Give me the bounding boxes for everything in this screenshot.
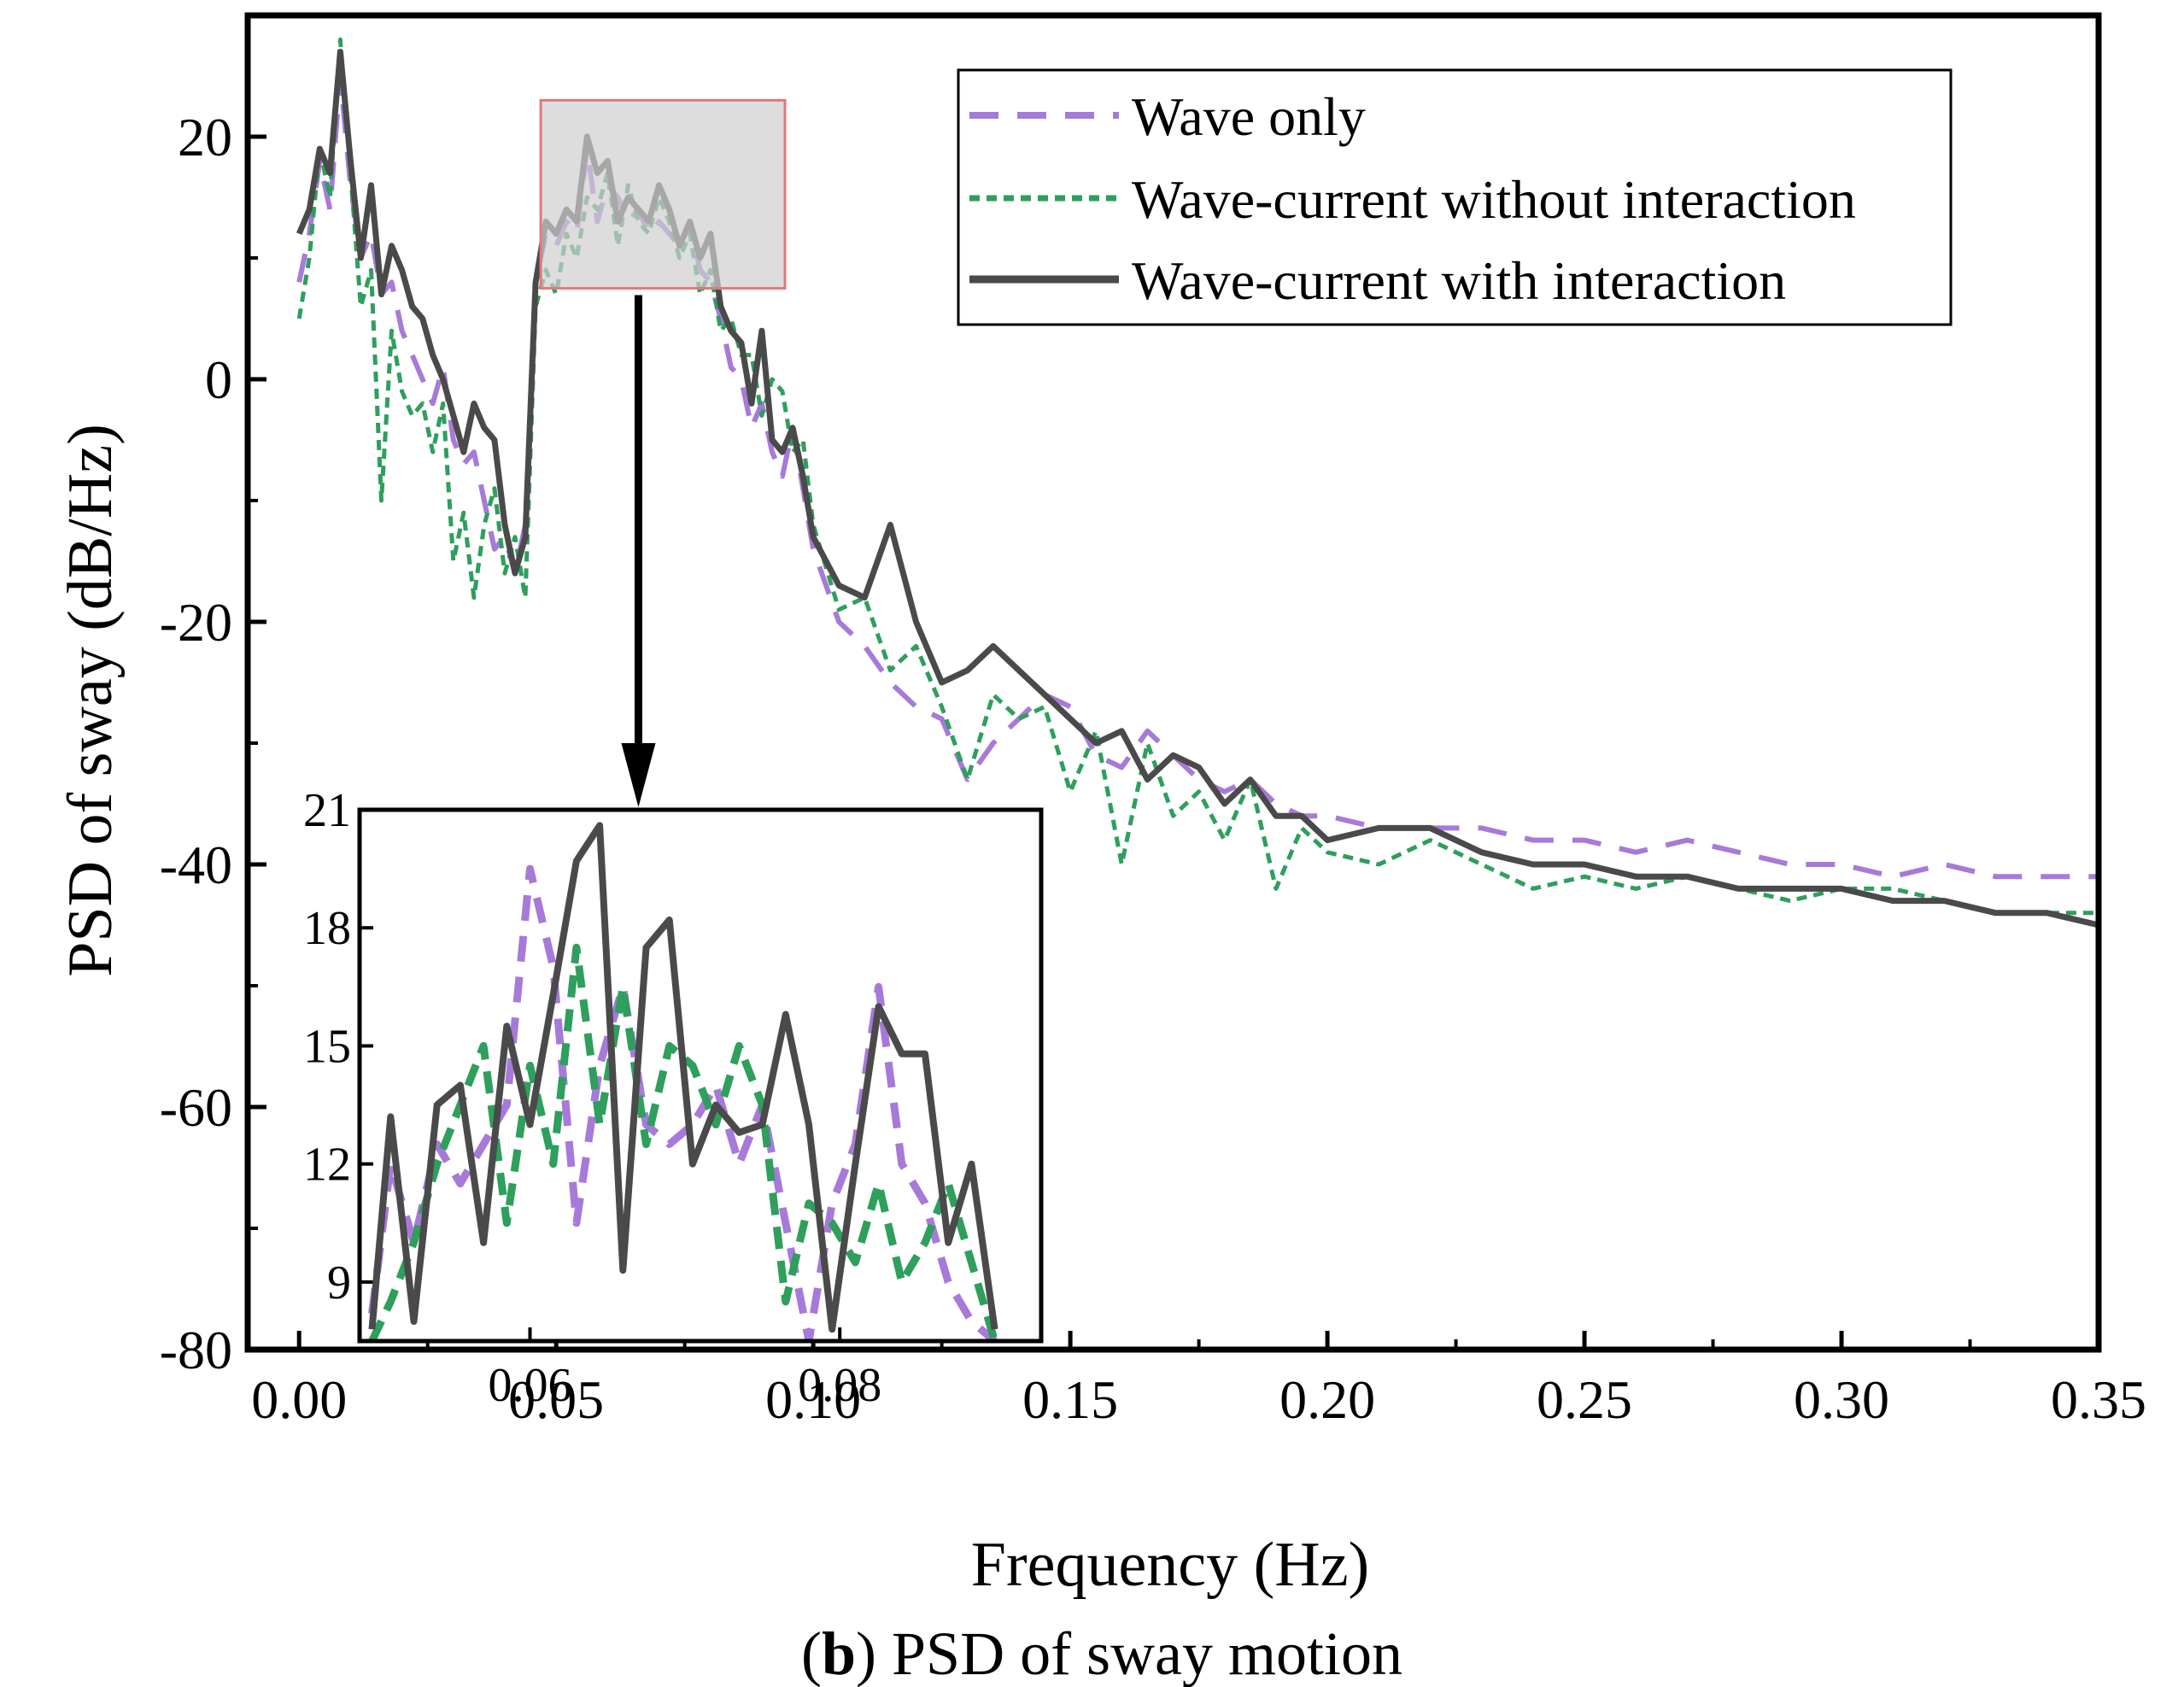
x-tick-label: 0.15	[1022, 1369, 1118, 1430]
zoom-arrow	[621, 295, 656, 807]
legend-label-wave-only: Wave only	[1132, 86, 1366, 147]
inset-x-tick-label: 0.06	[489, 1359, 572, 1412]
x-axis-title: Frequency (Hz)	[971, 1530, 1369, 1600]
legend-box	[957, 68, 1953, 326]
x-tick-label: 0.00	[251, 1369, 347, 1430]
x-tick-label: 0.25	[1537, 1369, 1632, 1430]
main-series-lines	[296, 37, 2099, 928]
figure-caption: (b) PSD of sway motion	[801, 1620, 1402, 1687]
caption-letter: b	[822, 1620, 856, 1687]
inset-y-tick-label: 9	[327, 1256, 351, 1309]
x-tick-label: 0.20	[1279, 1369, 1375, 1430]
x-tick-label: 0.35	[2051, 1369, 2146, 1430]
inset-plot-area: 0.06 0.08 9 12 15 18 21	[303, 784, 1044, 1412]
y-axis-title: PSD of sway (dB/Hz)	[56, 424, 126, 976]
x-tick-label: 0.10	[765, 1369, 861, 1430]
inset-y-tick-label: 15	[303, 1020, 351, 1073]
y-tick-label: 0	[205, 349, 232, 410]
y-tick-label: -40	[160, 835, 232, 895]
inset-y-tick-label: 12	[303, 1139, 351, 1192]
legend-label-with-interaction: Wave-current with interaction	[1132, 250, 1786, 311]
inset-y-tick-label: 18	[303, 902, 351, 955]
main-axis-ticks: 0.00 0.05 0.10 0.15 0.20 0.25 0.30 0.35 -80 -60 -4…	[160, 14, 2146, 1430]
legend-label-without-interaction: Wave-current without interaction	[1132, 169, 1856, 230]
y-tick-label: 20	[178, 107, 232, 167]
x-tick-label: 0.05	[508, 1369, 604, 1430]
inset-frame	[357, 807, 1044, 1344]
caption-text: PSD of sway motion	[892, 1620, 1402, 1687]
series-line-wave-current-with-interaction	[296, 49, 2099, 928]
inset-y-tick-label: 21	[303, 784, 351, 837]
inset-series-line-wave-only	[368, 864, 998, 1341]
inset-axis-ticks: 0.06 0.08 9 12 15 18 21	[303, 784, 881, 1412]
inset-series-line-wave-current-with-interaction	[368, 822, 998, 1333]
y-tick-label: -80	[160, 1320, 232, 1380]
inset-series-line-wave-current-without-interaction	[368, 943, 998, 1341]
inset-series-lines	[368, 822, 998, 1341]
inset-x-tick-label: 0.08	[798, 1359, 881, 1412]
main-plot-frame	[244, 12, 2102, 1353]
x-tick-label: 0.30	[1794, 1369, 1889, 1430]
zoom-region-highlight	[539, 98, 787, 290]
y-tick-label: -20	[160, 592, 232, 653]
y-tick-label: -60	[160, 1077, 232, 1138]
legend: Wave only Wave-current without interacti…	[957, 68, 1953, 326]
